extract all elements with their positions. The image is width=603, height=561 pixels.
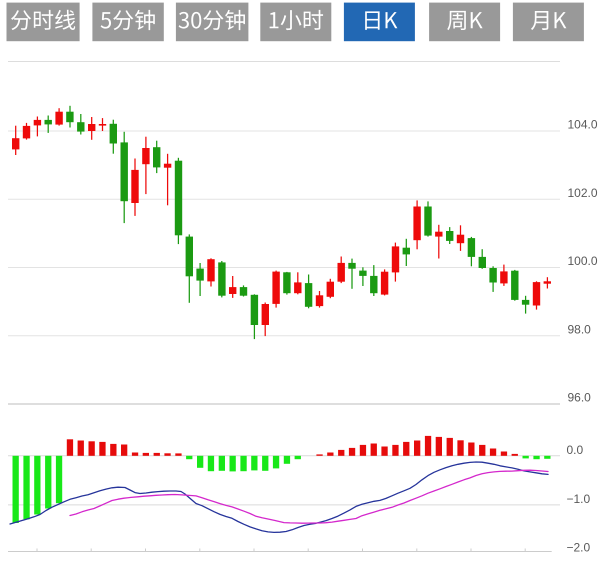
svg-text:96.0: 96.0 (568, 391, 592, 405)
svg-text:100.0: 100.0 (568, 254, 598, 268)
svg-text:−2.0: −2.0 (567, 541, 591, 555)
svg-text:102.0: 102.0 (568, 186, 598, 200)
svg-text:98.0: 98.0 (568, 322, 592, 336)
svg-text:104.0: 104.0 (568, 118, 598, 132)
svg-text:−1.0: −1.0 (567, 492, 591, 506)
svg-text:0.0: 0.0 (567, 443, 584, 457)
